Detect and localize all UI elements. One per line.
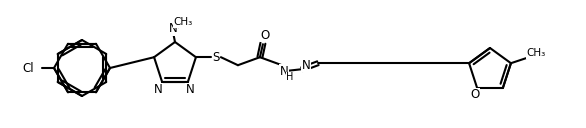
Text: N: N <box>280 65 288 78</box>
Text: N: N <box>302 59 311 72</box>
Text: H: H <box>286 72 294 82</box>
Text: S: S <box>212 51 220 64</box>
Text: N: N <box>154 83 162 96</box>
Text: N: N <box>186 83 195 96</box>
Text: CH₃: CH₃ <box>526 48 546 58</box>
Text: Cl: Cl <box>22 61 34 74</box>
Text: O: O <box>471 88 480 101</box>
Text: CH₃: CH₃ <box>173 17 193 27</box>
Text: N: N <box>169 23 178 35</box>
Text: O: O <box>260 29 270 42</box>
